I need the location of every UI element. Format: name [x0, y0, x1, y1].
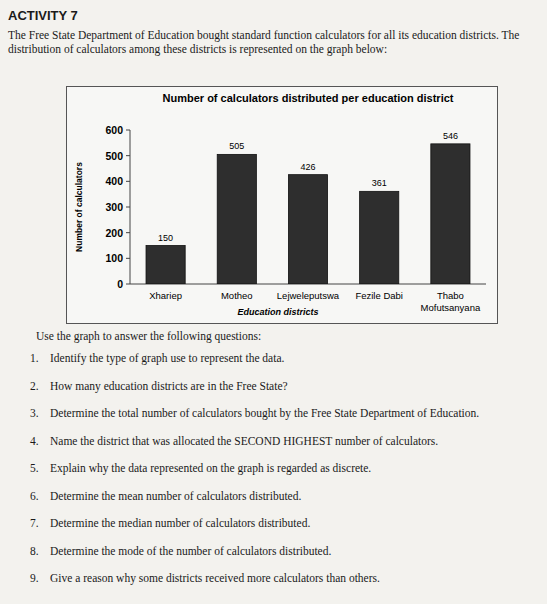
question-number: 8.: [30, 545, 39, 558]
question-text: Determine the mode of the number of calc…: [50, 545, 530, 558]
y-tick-label: 500: [105, 150, 123, 162]
question-text: Identify the type of graph use to repres…: [50, 352, 530, 365]
y-axis-label: Number of calculators: [74, 162, 84, 252]
question-number: 1.: [30, 352, 39, 365]
y-tick-label: 600: [105, 124, 123, 136]
chart-title: Number of calculators distributed per ed…: [163, 92, 454, 104]
chart: Number of calculators distributed per ed…: [66, 86, 498, 324]
question-text: How many education districts are in the …: [50, 380, 530, 393]
x-tick-label: Lejweleputswa: [277, 290, 340, 301]
question-text: Give a reason why some districts receive…: [50, 572, 530, 585]
y-tick: [126, 155, 130, 156]
y-axis-line: [130, 130, 131, 284]
y-tick-label: 400: [105, 175, 123, 187]
y-tick-label: 100: [105, 252, 123, 264]
x-tick-label: Fezile Dabi: [355, 290, 403, 301]
y-tick-label: 200: [105, 227, 123, 239]
bars: [146, 144, 470, 284]
bar: [360, 191, 399, 284]
y-tick: [126, 181, 130, 182]
y-tick-label: 300: [105, 201, 123, 213]
x-tick-label: Motheo: [221, 290, 253, 301]
y-tick: [126, 232, 130, 233]
data-label: 426: [300, 162, 315, 172]
question-text: Determine the median number of calculato…: [50, 517, 530, 530]
y-tick: [126, 258, 130, 259]
x-axis-label: Education districts: [237, 307, 318, 317]
y-tick: [126, 207, 130, 208]
question-number: 7.: [30, 517, 39, 530]
bar: [146, 246, 185, 285]
question-text: Determine the total number of calculator…: [50, 407, 530, 420]
bar: [431, 144, 470, 284]
question-text: Explain why the data represented on the …: [50, 462, 530, 475]
data-label: 150: [158, 233, 173, 243]
y-tick: [126, 284, 130, 285]
x-tick-label: ThaboMofutsanyana: [421, 290, 481, 313]
data-label: 505: [229, 141, 244, 151]
question-number: 9.: [30, 572, 39, 585]
data-label: 361: [372, 178, 387, 188]
chart-frame: [67, 87, 498, 324]
question-number: 4.: [30, 435, 39, 448]
y-tick-label: 0: [117, 278, 123, 290]
question-text: Determine the mean number of calculators…: [50, 490, 530, 503]
heading: ACTIVITY 7: [8, 8, 78, 23]
y-tick: [126, 130, 130, 131]
question-number: 5.: [30, 462, 39, 475]
question-number: 3.: [30, 407, 39, 420]
instruction: Use the graph to answer the following qu…: [36, 330, 261, 342]
bar: [288, 175, 327, 284]
data-label: 546: [443, 131, 458, 141]
bar: [217, 154, 256, 284]
question-text: Name the district that was allocated the…: [50, 435, 530, 448]
question-number: 2.: [30, 380, 39, 393]
x-tick-label: Xhariep: [149, 290, 182, 301]
question-number: 6.: [30, 490, 39, 503]
intro: The Free State Department of Education b…: [8, 28, 533, 56]
